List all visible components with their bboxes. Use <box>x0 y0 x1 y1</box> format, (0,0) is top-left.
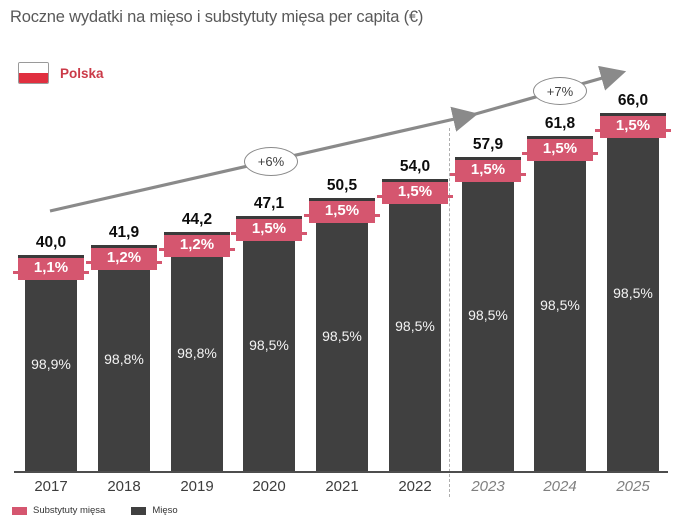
meat-share-label-2023: 98,5% <box>468 307 508 323</box>
meat-share-label-2019: 98,8% <box>177 344 217 361</box>
bar-meat-2019: 98,8% <box>171 232 223 473</box>
country-badge: Polska <box>18 62 104 84</box>
year-label-2021: 2021 <box>325 478 359 495</box>
growth-badge-right-label: +7% <box>546 83 574 99</box>
meat-share-label-2021: 98,5% <box>322 327 362 344</box>
bar-substitutes-cap-2019: 1,2% <box>159 232 235 257</box>
legend-swatch-substitutes <box>12 506 27 515</box>
bar-total-label-2024: 61,8 <box>544 115 576 132</box>
country-label: Polska <box>60 65 104 81</box>
poland-flag-icon <box>18 62 49 84</box>
year-label-2017: 2017 <box>34 478 68 495</box>
forecast-separator-line <box>449 128 450 497</box>
meat-share-label-2017: 98,9% <box>31 356 71 372</box>
bar-meat-2025: 98,5% <box>607 113 659 473</box>
chart-title: Roczne wydatki na mięso i substytuty mię… <box>10 8 424 26</box>
bar-substitutes-cap-2018: 1,2% <box>86 245 162 270</box>
bar-substitutes-cap-2020: 1,5% <box>231 216 307 241</box>
growth-badge-left-label: +6% <box>257 154 285 169</box>
meat-share-label-2025: 98,5% <box>613 285 653 301</box>
bar-total-label-2020: 47,1 <box>253 195 285 212</box>
bar-total-label-2023: 57,9 <box>472 136 504 153</box>
bar-meat-2022: 98,5% <box>389 179 441 473</box>
bar-substitutes-cap-2021: 1,5% <box>304 198 380 223</box>
bar-total-label-2017: 40,0 <box>35 234 67 251</box>
flag-red-stripe <box>19 73 48 83</box>
bar-substitutes-cap-2025: 1,5% <box>595 113 671 138</box>
year-label-2022: 2022 <box>398 478 432 495</box>
bar-substitutes-cap-2022: 1,5% <box>377 179 453 204</box>
bar-substitutes-cap-2023: 1,5% <box>450 157 526 182</box>
growth-badge-right: +7% <box>533 77 587 105</box>
meat-share-label-2022: 98,5% <box>395 318 435 334</box>
year-label-2018: 2018 <box>107 478 141 495</box>
meat-share-label-2024: 98,5% <box>540 296 580 313</box>
bar-substitutes-cap-2024: 1,5% <box>522 136 598 161</box>
bar-meat-2018: 98,8% <box>98 245 150 473</box>
year-label-2020: 2020 <box>252 478 286 495</box>
legend-item-substitutes: Substytuty mięsa <box>12 505 105 516</box>
year-label-2023: 2023 <box>471 478 505 495</box>
meat-share-label-2020: 98,5% <box>249 336 289 353</box>
legend-item-meat: Mięso <box>131 505 178 516</box>
legend-label-substitutes: Substytuty mięsa <box>33 505 106 516</box>
x-axis-line <box>14 471 668 473</box>
bar-total-label-2018: 41,9 <box>108 224 140 241</box>
bar-total-label-2022: 54,0 <box>399 158 431 175</box>
bar-total-label-2025: 66,0 <box>617 92 649 109</box>
legend: Substytuty mięsa Mięso <box>12 505 178 516</box>
year-label-2019: 2019 <box>180 478 214 495</box>
year-label-2024: 2024 <box>543 478 577 495</box>
meat-share-label-2018: 98,8% <box>104 351 144 367</box>
bar-meat-2021: 98,5% <box>316 198 368 473</box>
bar-total-label-2021: 50,5 <box>326 177 358 194</box>
bar-substitutes-cap-2017: 1,1% <box>13 255 89 280</box>
bar-meat-2023: 98,5% <box>462 157 514 473</box>
bar-meat-2020: 98,5% <box>243 216 295 473</box>
bar-total-label-2019: 44,2 <box>181 211 213 228</box>
legend-swatch-meat <box>131 506 147 515</box>
flag-white-stripe <box>19 63 48 73</box>
bar-meat-2017: 98,9% <box>25 255 77 473</box>
bar-meat-2024: 98,5% <box>534 136 586 473</box>
growth-badge-left: +6% <box>244 147 298 176</box>
legend-label-meat: Mięso <box>152 505 178 516</box>
year-label-2025: 2025 <box>616 478 650 495</box>
